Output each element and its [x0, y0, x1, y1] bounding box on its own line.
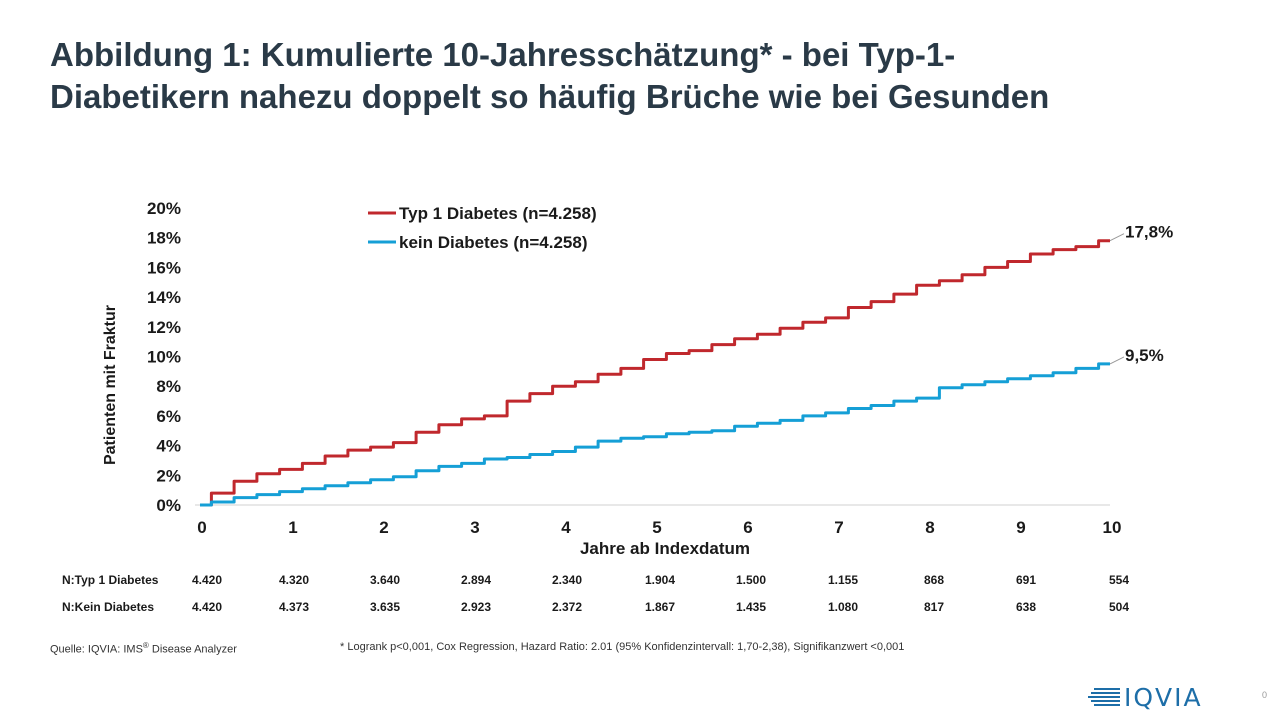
y-tick-label: 20%: [147, 199, 181, 218]
footer-note: * Logrank p<0,001, Cox Regression, Hazar…: [340, 641, 905, 653]
x-tick-label: 5: [652, 518, 661, 537]
end-value-label: 17,8%: [1125, 223, 1173, 242]
end-label-leader: [1109, 356, 1125, 365]
y-tick-label: 0%: [156, 496, 181, 515]
y-tick-label: 10%: [147, 348, 181, 367]
iqvia-logo: IQVIA: [1088, 682, 1203, 712]
x-tick-label: 2: [379, 518, 388, 537]
series-line-typ1-diabetes: [200, 239, 1110, 507]
footer-source: Quelle: IQVIA: IMS® Disease Analyzer: [50, 641, 237, 656]
x-tick-label: 7: [834, 518, 843, 537]
x-tick-label: 8: [925, 518, 934, 537]
x-axis-title: Jahre ab Indexdatum: [580, 539, 750, 558]
x-tick-label: 3: [470, 518, 479, 537]
y-tick-label: 14%: [147, 288, 181, 307]
y-tick-label: 6%: [156, 407, 181, 426]
title-line-1: Abbildung 1: Kumulierte 10-Jahresschätzu…: [50, 36, 956, 73]
y-tick-label: 8%: [156, 377, 181, 396]
y-tick-label: 16%: [147, 258, 181, 277]
x-tick-label: 6: [743, 518, 752, 537]
y-tick-label: 2%: [156, 466, 181, 485]
x-tick-label: 9: [1016, 518, 1025, 537]
x-tick-label: 10: [1103, 518, 1122, 537]
title-line-2: Diabetikern nahezu doppelt so häufig Brü…: [50, 78, 1050, 115]
series-line-kein-diabetes: [200, 362, 1110, 507]
end-value-label: 9,5%: [1125, 346, 1164, 365]
y-tick-label: 18%: [147, 229, 181, 248]
logo-mark-icon: [1088, 688, 1120, 706]
logo-text: IQVIA: [1124, 682, 1203, 712]
legend-label: kein Diabetes (n=4.258): [399, 233, 588, 252]
end-label-leader: [1109, 233, 1125, 242]
x-tick-label: 1: [288, 518, 297, 537]
y-tick-label: 4%: [156, 437, 181, 456]
legend-label: Typ 1 Diabetes (n=4.258): [399, 204, 597, 223]
x-tick-label: 4: [561, 518, 571, 537]
slide-title: Abbildung 1: Kumulierte 10-Jahresschätzu…: [50, 34, 1230, 118]
y-tick-label: 12%: [147, 318, 181, 337]
y-axis-title: Patienten mit Fraktur: [102, 305, 119, 465]
x-tick-label: 0: [197, 518, 206, 537]
page-number: 0: [1262, 690, 1268, 700]
